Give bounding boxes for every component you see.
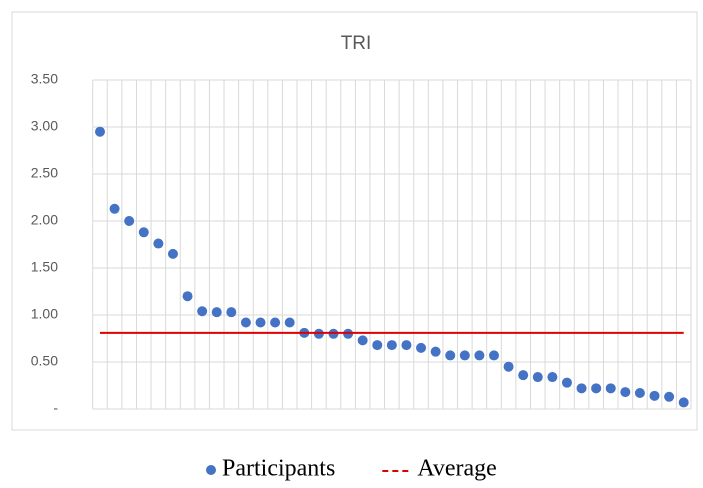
data-point [270,317,281,328]
data-point [226,307,237,318]
legend-marker [206,465,216,475]
y-tick-label: 3.00 [31,118,58,134]
data-point [488,350,499,361]
data-point [561,377,572,388]
data-point [109,203,120,214]
data-point [416,342,427,353]
data-point [518,370,529,381]
data-point [576,383,587,394]
data-point [255,317,266,328]
data-point [124,216,135,226]
data-point [386,340,397,351]
y-tick-label: - [53,400,58,416]
data-point [167,248,178,259]
data-point [605,383,616,394]
data-point [634,388,645,399]
data-point [620,387,631,398]
data-point [211,307,222,318]
y-tick-label: 1.00 [31,306,58,322]
data-point [357,335,368,346]
data-point [153,238,164,249]
data-point [649,390,660,401]
data-point [138,227,149,238]
legend-label: Participants [222,456,335,482]
data-point [532,372,543,383]
data-point [430,346,441,357]
data-point [372,340,383,351]
y-tick-label: 1.50 [31,259,58,275]
legend-label: Average [417,456,497,482]
y-tick-label: 2.00 [31,212,58,228]
data-point [445,350,456,361]
data-point [94,126,105,137]
data-point [664,391,675,402]
data-point [197,306,208,317]
data-point [503,361,514,372]
data-point [474,350,485,361]
data-point [240,317,251,328]
y-tick-label: 3.50 [31,71,58,87]
data-point [591,383,602,394]
data-point [401,340,412,351]
data-point [459,350,470,361]
data-point [182,291,193,302]
data-point [284,317,295,328]
data-point [678,397,689,408]
y-tick-label: 0.50 [31,353,58,369]
data-point [547,372,558,383]
chart-title: TRI [341,33,372,54]
y-tick-label: 2.50 [31,165,58,181]
